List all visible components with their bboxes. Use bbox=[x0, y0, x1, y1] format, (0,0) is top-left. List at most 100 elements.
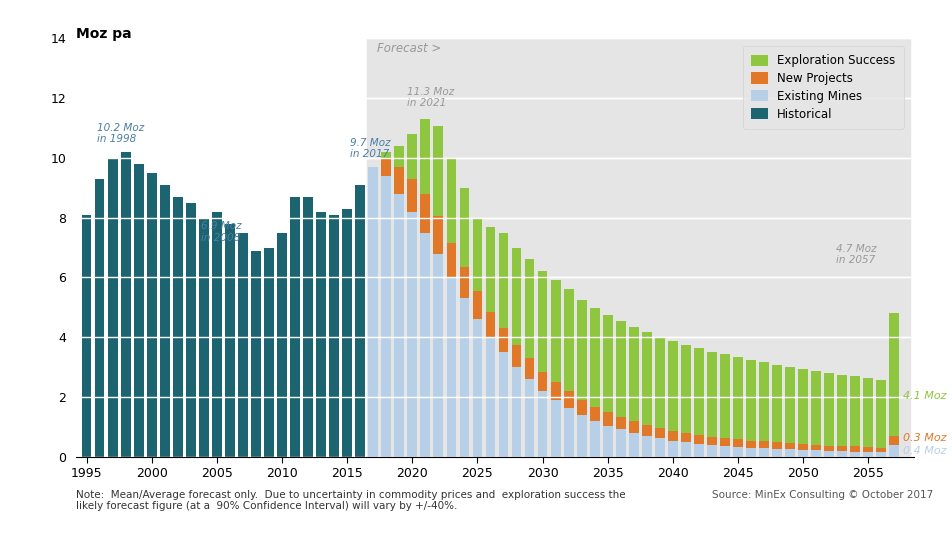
Bar bbox=[264, 248, 274, 457]
Bar bbox=[889, 436, 900, 445]
Bar bbox=[707, 437, 717, 445]
Bar bbox=[668, 431, 678, 441]
Bar bbox=[616, 417, 625, 429]
Bar bbox=[616, 322, 625, 417]
Bar bbox=[746, 448, 756, 457]
Bar bbox=[394, 146, 405, 166]
Bar bbox=[499, 233, 508, 329]
Bar bbox=[277, 233, 287, 457]
Bar bbox=[433, 216, 444, 254]
Bar bbox=[799, 369, 808, 444]
Bar bbox=[681, 442, 691, 457]
Bar bbox=[446, 158, 456, 243]
Bar bbox=[564, 407, 573, 457]
Bar bbox=[603, 315, 613, 412]
Text: 11.3 Moz
in 2021: 11.3 Moz in 2021 bbox=[407, 87, 454, 108]
Bar bbox=[850, 452, 861, 457]
Bar bbox=[799, 444, 808, 450]
Bar bbox=[811, 450, 821, 457]
Text: Note:  Mean/Average forecast only.  Due to uncertainty in commodity prices and  : Note: Mean/Average forecast only. Due to… bbox=[76, 490, 625, 511]
Bar bbox=[525, 358, 534, 379]
Bar bbox=[511, 345, 522, 367]
Bar bbox=[460, 298, 469, 457]
Bar bbox=[421, 194, 430, 233]
Bar bbox=[551, 400, 561, 457]
Bar bbox=[694, 444, 704, 457]
Bar bbox=[850, 447, 861, 452]
Legend: Exploration Success, New Projects, Existing Mines, Historical: Exploration Success, New Projects, Exist… bbox=[744, 46, 903, 129]
Bar bbox=[82, 214, 91, 457]
Bar bbox=[212, 212, 222, 457]
Bar bbox=[316, 212, 326, 457]
Bar bbox=[746, 360, 756, 441]
Bar bbox=[499, 328, 508, 353]
Bar bbox=[850, 376, 861, 447]
Bar bbox=[707, 351, 717, 437]
Bar bbox=[707, 445, 717, 457]
Text: 9.7 Moz
in 2017: 9.7 Moz in 2017 bbox=[349, 138, 390, 159]
Bar bbox=[407, 179, 417, 212]
Bar bbox=[877, 448, 886, 452]
Bar bbox=[590, 421, 600, 457]
Bar bbox=[759, 362, 769, 441]
Bar bbox=[863, 378, 873, 447]
Bar bbox=[472, 218, 483, 291]
Bar bbox=[368, 167, 378, 457]
Bar bbox=[511, 248, 522, 345]
Bar bbox=[433, 126, 444, 216]
Text: Moz pa: Moz pa bbox=[76, 27, 131, 41]
Bar bbox=[877, 380, 886, 448]
Bar bbox=[863, 452, 873, 457]
Bar bbox=[668, 341, 678, 431]
Bar bbox=[681, 345, 691, 433]
Bar bbox=[655, 428, 664, 438]
Text: Forecast >: Forecast > bbox=[377, 41, 442, 54]
Bar bbox=[538, 372, 547, 391]
Bar bbox=[603, 412, 613, 425]
Bar bbox=[694, 348, 704, 435]
Bar bbox=[733, 357, 743, 440]
Bar bbox=[655, 337, 664, 428]
Bar bbox=[694, 435, 704, 444]
Bar bbox=[590, 407, 600, 421]
Bar bbox=[446, 277, 456, 457]
Bar bbox=[525, 259, 534, 358]
Bar bbox=[733, 447, 743, 457]
Bar bbox=[421, 233, 430, 457]
Bar bbox=[251, 250, 261, 457]
Bar bbox=[785, 443, 795, 449]
Bar bbox=[863, 447, 873, 452]
Bar bbox=[186, 202, 196, 457]
Bar bbox=[785, 449, 795, 457]
Bar bbox=[511, 367, 522, 457]
Text: 10.2 Moz
in 1998: 10.2 Moz in 1998 bbox=[97, 123, 145, 144]
Bar bbox=[225, 224, 235, 457]
Bar bbox=[343, 208, 352, 457]
Bar bbox=[486, 227, 495, 312]
Bar bbox=[838, 452, 847, 457]
Bar bbox=[147, 173, 157, 457]
Bar bbox=[95, 178, 105, 457]
Bar bbox=[642, 332, 652, 425]
Bar bbox=[407, 134, 417, 178]
Bar bbox=[642, 436, 652, 457]
Bar bbox=[824, 373, 834, 446]
Bar bbox=[824, 451, 834, 457]
Text: Source: MinEx Consulting © October 2017: Source: MinEx Consulting © October 2017 bbox=[712, 490, 933, 499]
Bar bbox=[889, 445, 900, 457]
Text: 4.1 Moz: 4.1 Moz bbox=[903, 391, 947, 400]
Bar bbox=[525, 379, 534, 457]
Text: 6.9 Moz
in 2008: 6.9 Moz in 2008 bbox=[201, 221, 242, 243]
Bar bbox=[603, 425, 613, 457]
Bar bbox=[460, 267, 469, 298]
Bar bbox=[811, 444, 821, 450]
Bar bbox=[238, 233, 248, 457]
Bar bbox=[668, 441, 678, 457]
Bar bbox=[551, 281, 561, 382]
Bar bbox=[551, 382, 561, 400]
Bar bbox=[382, 176, 391, 457]
Bar bbox=[199, 218, 208, 457]
Bar bbox=[616, 429, 625, 457]
Bar bbox=[394, 194, 405, 457]
Bar bbox=[160, 185, 169, 457]
